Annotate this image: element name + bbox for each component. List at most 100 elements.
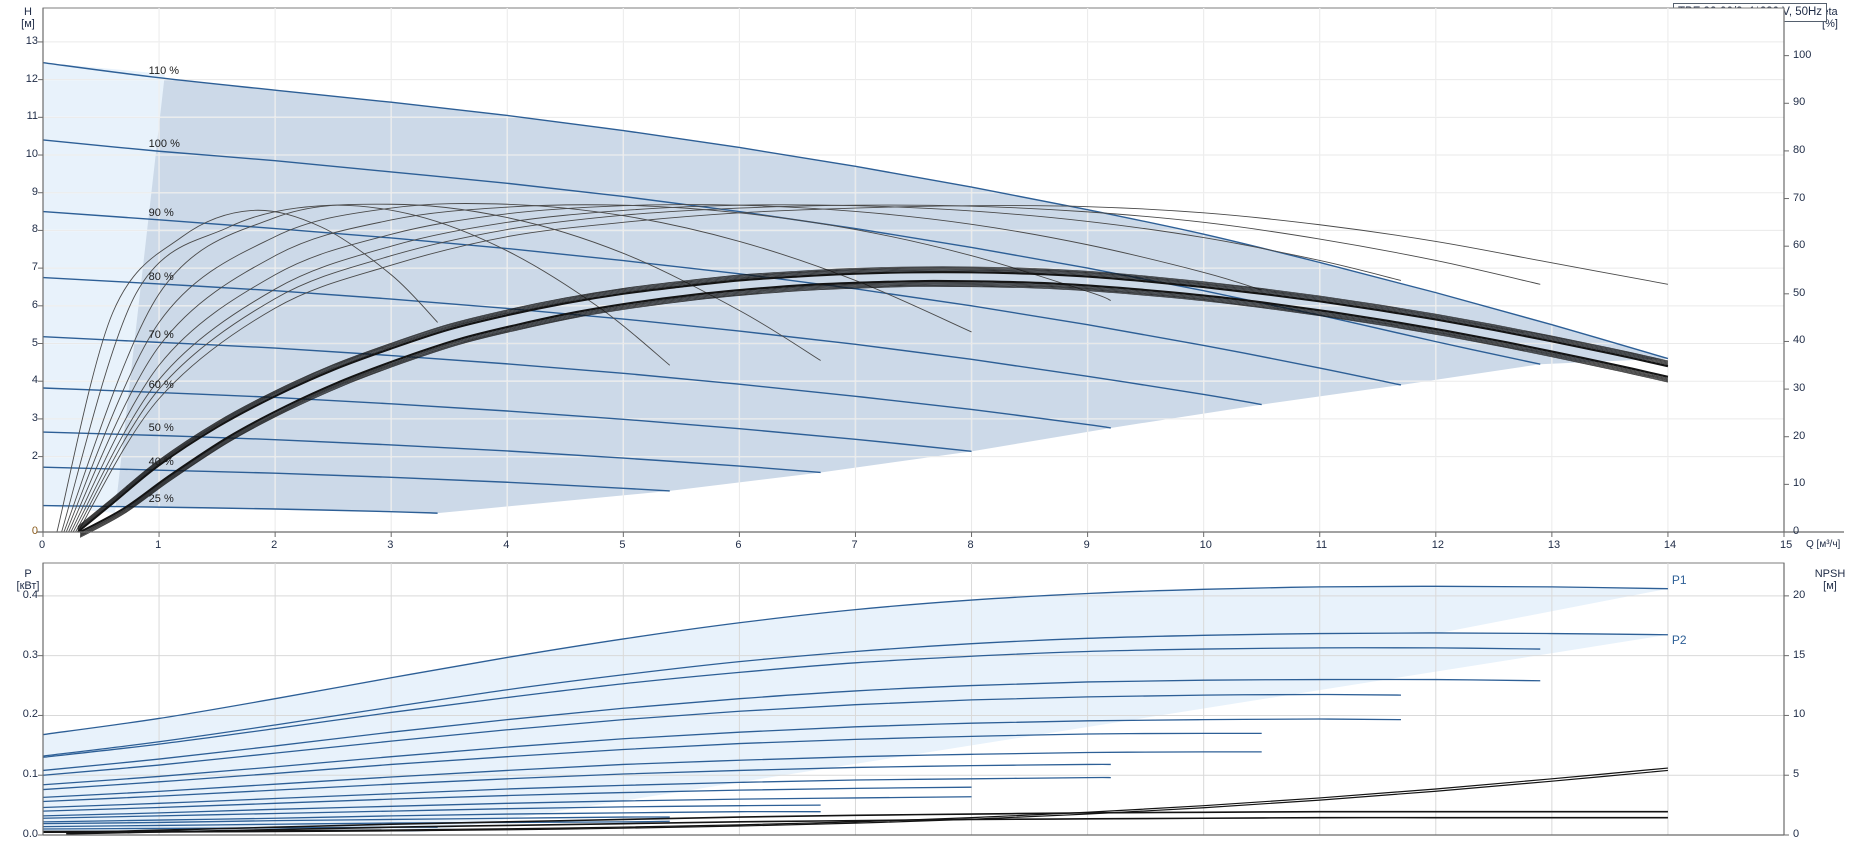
grid-lines xyxy=(43,8,1785,532)
npsh-tick-20: 20 xyxy=(1793,588,1806,601)
curve-duty-power-b xyxy=(66,816,1668,835)
q-tick-top-6: 6 xyxy=(735,539,742,551)
curve-p1-110 xyxy=(42,585,1668,736)
h-tick-5: 5 xyxy=(31,336,38,349)
speed-label-25: 25 % xyxy=(148,493,174,506)
curve-eta-25 xyxy=(56,209,438,533)
curve-50 xyxy=(42,431,821,474)
p-tick-1: 0.1 xyxy=(22,768,38,781)
h-tick-3: 3 xyxy=(31,411,38,424)
q-tick-top-5: 5 xyxy=(619,539,626,551)
q-tick-top-10: 10 xyxy=(1199,539,1212,551)
h-tick-0: 0 xyxy=(31,525,38,537)
curve-npsh xyxy=(42,767,1668,833)
eta-tick-50: 50 xyxy=(1793,286,1806,299)
speed-label-80: 80 % xyxy=(148,270,174,283)
p-tick-2: 0.2 xyxy=(22,708,38,721)
head-efficiency-chart xyxy=(37,7,1844,538)
h-tick-9: 9 xyxy=(31,185,38,198)
eta-tick-10: 10 xyxy=(1793,477,1806,490)
p-axis-unit-text: [кВт] xyxy=(16,580,40,592)
curve-eta-40 xyxy=(61,204,671,533)
curve-eta-60 xyxy=(65,203,972,533)
eta-tick-0: 0 xyxy=(1793,525,1800,537)
q-tick-top-11: 11 xyxy=(1315,539,1328,551)
curves xyxy=(42,585,1668,835)
q-tick-top-15: 15 xyxy=(1780,539,1793,551)
curve-p2-100 xyxy=(42,678,1541,772)
curve-p1-80 xyxy=(42,732,1262,791)
p1-curve-label: P1 xyxy=(1671,572,1687,587)
npsh-tick-0: 0 xyxy=(1793,828,1800,840)
eta-tick-70: 70 xyxy=(1793,191,1806,204)
h-axis-unit-text: [м] xyxy=(21,18,35,30)
curve-eta-90 xyxy=(72,204,1402,533)
power-npsh-chart xyxy=(38,562,1789,836)
curve-eta-100 xyxy=(75,204,1541,533)
axes xyxy=(38,563,1789,836)
h-tick-6: 6 xyxy=(31,298,38,311)
speed-label-50: 50 % xyxy=(148,421,174,434)
q-tick-top-13: 13 xyxy=(1547,539,1561,551)
eta-tick-80: 80 xyxy=(1793,143,1806,156)
q-tick-top-3: 3 xyxy=(387,539,394,551)
npsh-axis-title: NPSH [м] xyxy=(1804,568,1856,592)
speed-label-90: 90 % xyxy=(148,206,174,219)
p-tick-0: 0.0 xyxy=(22,828,38,840)
eta-tick-20: 20 xyxy=(1793,429,1806,442)
speed-label-40: 40 % xyxy=(148,456,174,469)
eta-tick-60: 60 xyxy=(1793,239,1806,252)
axes xyxy=(37,8,1844,537)
h-axis-title: H [м] xyxy=(8,6,48,30)
npsh-axis-unit-text: [м] xyxy=(1823,580,1837,592)
p-axis-title-text: P xyxy=(24,568,32,580)
npsh-tick-15: 15 xyxy=(1793,648,1806,661)
q-tick-top-1: 1 xyxy=(155,539,162,551)
curve-p1-50 xyxy=(42,804,821,819)
curve-p2-70 xyxy=(42,776,1111,809)
h-tick-12: 12 xyxy=(25,72,38,85)
curve-duty-eta-upper xyxy=(77,271,1669,533)
curve-p1-60 xyxy=(42,786,972,812)
h-tick-11: 11 xyxy=(26,110,38,123)
curve-p2-110 xyxy=(42,632,1668,757)
p-axis-title: P [кВт] xyxy=(6,568,50,592)
q-tick-top-12: 12 xyxy=(1431,539,1445,551)
q-tick-top-9: 9 xyxy=(1083,539,1090,551)
curve-duty-power-a xyxy=(66,810,1668,834)
h-tick-2: 2 xyxy=(31,449,38,462)
q-tick-top-4: 4 xyxy=(503,539,510,551)
p-tick-4: 0.4 xyxy=(22,588,38,601)
q-tick-top-7: 7 xyxy=(851,539,858,551)
speed-label-70: 70 % xyxy=(148,328,174,341)
h-tick-10: 10 xyxy=(25,148,38,161)
q-tick-top-14: 14 xyxy=(1663,539,1677,551)
curve-p2-50 xyxy=(42,810,821,823)
low-flow-band xyxy=(43,62,165,514)
h-tick-8: 8 xyxy=(31,223,38,236)
curve-p1-100 xyxy=(42,647,1541,758)
curve-25 xyxy=(42,504,438,514)
speed-label-100: 100 % xyxy=(148,138,180,151)
curve-p1-90 xyxy=(42,693,1401,776)
curve-110 xyxy=(42,61,1669,360)
curve-duty-eta-lower xyxy=(79,279,1669,533)
curve-p1-40 xyxy=(42,816,670,825)
p-tick-3: 0.3 xyxy=(22,648,38,661)
curve-eta-110 xyxy=(77,205,1669,533)
p2-curve-label: P2 xyxy=(1671,632,1687,647)
curve-p2-80 xyxy=(42,751,1262,798)
npsh-tick-10: 10 xyxy=(1793,708,1806,721)
speed-label-110: 110 % xyxy=(148,64,180,77)
npsh-axis-title-text: NPSH xyxy=(1814,568,1846,580)
curve-80 xyxy=(42,276,1262,406)
curve-90 xyxy=(42,210,1402,386)
q-tick-top-0: 0 xyxy=(39,539,46,551)
curve-70 xyxy=(42,336,1111,429)
curves xyxy=(42,61,1669,538)
eta-tick-100: 100 xyxy=(1793,48,1812,61)
h-axis-title-text: H xyxy=(24,6,32,18)
h-tick-4: 4 xyxy=(31,374,38,387)
speed-label-60: 60 % xyxy=(148,379,174,391)
